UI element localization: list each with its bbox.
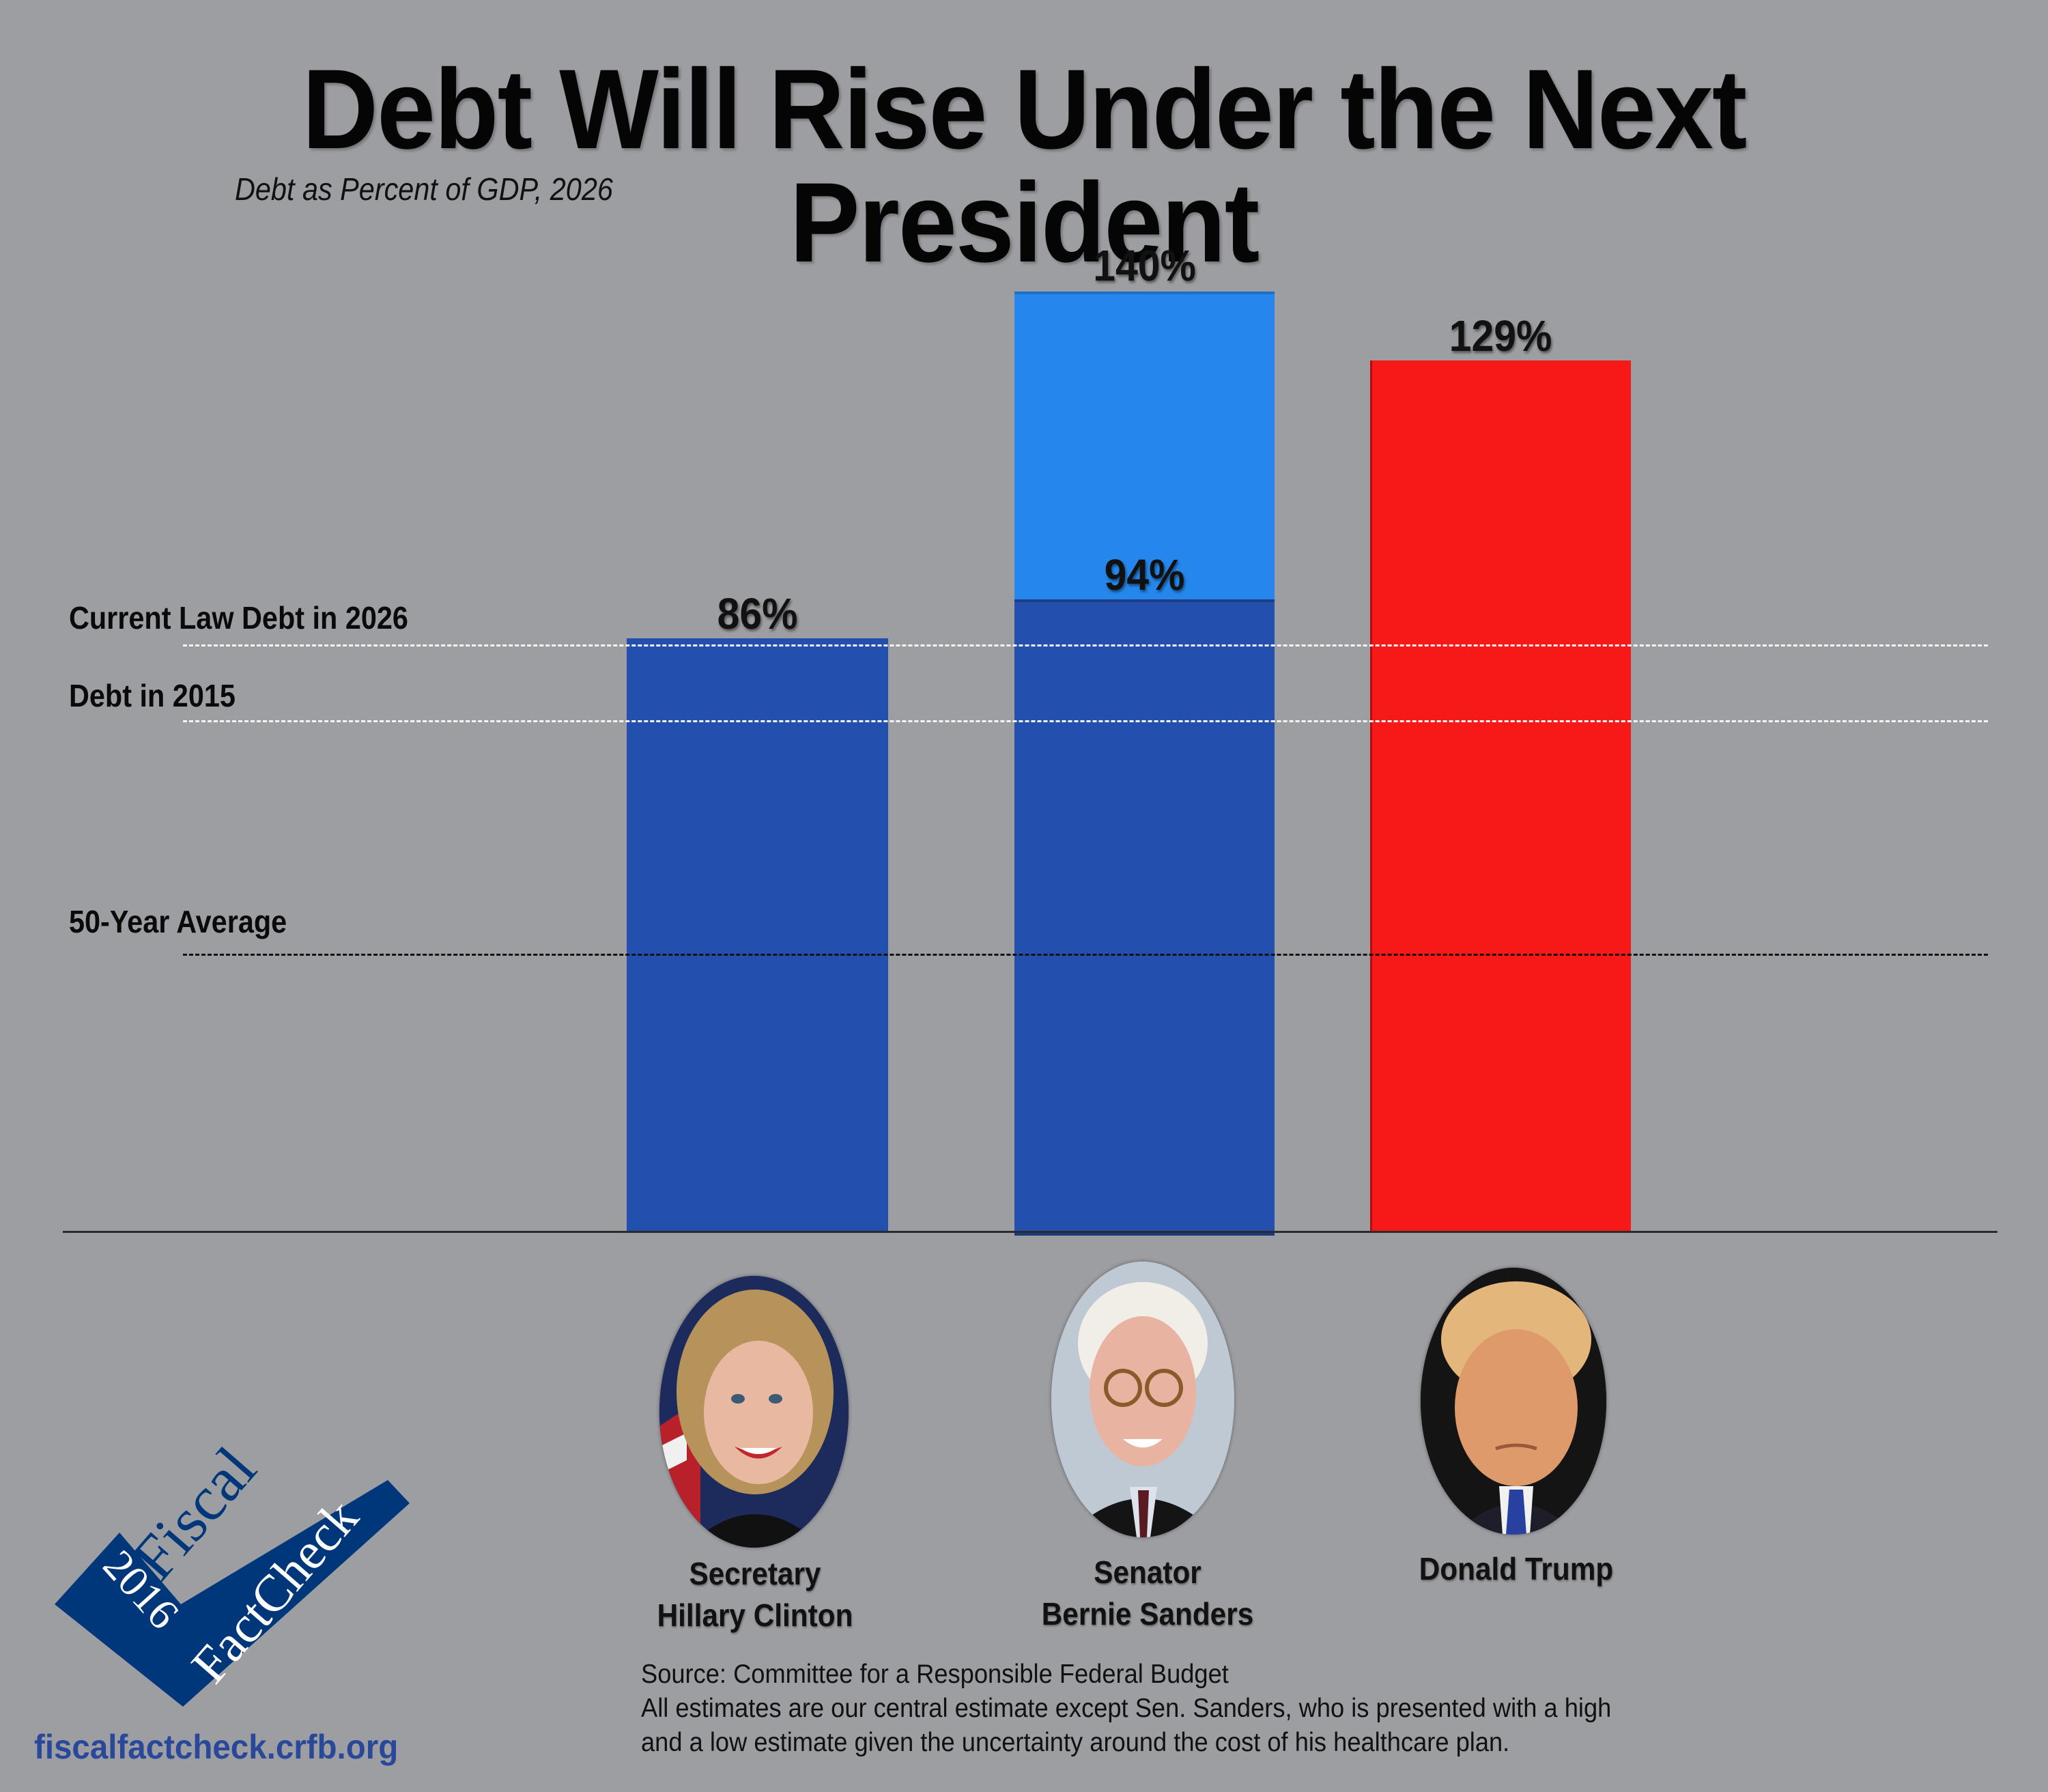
candidate-label-sanders: Senator Bernie Sanders (991, 1552, 1305, 1635)
bar-value-trump: 129% (1449, 311, 1552, 360)
bar-trump (1370, 360, 1631, 1232)
portrait-clinton-graphic (659, 1276, 849, 1548)
reference-line-50-year-average (183, 954, 1988, 956)
reference-label-current-law: Current Law Debt in 2026 (69, 600, 408, 636)
bar-value-sanders-high: 140% (1093, 241, 1196, 290)
chart-subtitle: Debt as Percent of GDP, 2026 (235, 171, 613, 207)
candidate-title-sanders: Senator (1094, 1554, 1201, 1590)
source-line-2: All estimates are our central estimate e… (641, 1694, 1612, 1723)
portrait-sanders-graphic (1051, 1262, 1234, 1537)
candidate-label-trump: Donald Trump (1359, 1548, 1673, 1590)
bar-value-sanders-low: 94% (1104, 550, 1185, 599)
checkmark-logo-icon: 2016 Fiscal FactCheck (55, 1434, 410, 1707)
candidate-name-trump: Donald Trump (1419, 1551, 1614, 1587)
reference-label-50-year-average: 50-Year Average (69, 904, 287, 939)
source-line-3: and a low estimate given the uncertainty… (641, 1728, 1510, 1757)
website-link[interactable]: fiscalfactcheck.crfb.org (34, 1728, 399, 1766)
source-note: Source: Committee for a Responsible Fede… (641, 1658, 1611, 1760)
portrait-sanders (1051, 1262, 1234, 1537)
reference-line-current-law (183, 644, 1988, 646)
candidate-label-clinton: Secretary Hillary Clinton (598, 1553, 912, 1636)
source-line-1: Source: Committee for a Responsible Fede… (641, 1660, 1229, 1689)
portrait-clinton (659, 1276, 849, 1548)
candidate-name-sanders: Bernie Sanders (1041, 1596, 1254, 1632)
portrait-trump (1421, 1268, 1606, 1535)
bar-clinton (627, 638, 888, 1232)
x-axis-line (63, 1231, 1997, 1233)
bar-sanders-low (1014, 599, 1275, 1236)
chart-title: Debt Will Rise Under the Next President (302, 46, 1748, 286)
portrait-trump-graphic (1421, 1268, 1606, 1535)
candidate-title-clinton: Secretary (689, 1556, 821, 1591)
reference-line-debt-2015 (183, 720, 1988, 722)
bar-value-clinton: 86% (717, 589, 798, 638)
candidate-name-clinton: Hillary Clinton (657, 1597, 853, 1633)
fiscal-factcheck-logo: 2016 Fiscal FactCheck (41, 1393, 423, 1720)
bar-sanders-high (1014, 291, 1275, 599)
reference-label-debt-2015: Debt in 2015 (69, 678, 236, 713)
